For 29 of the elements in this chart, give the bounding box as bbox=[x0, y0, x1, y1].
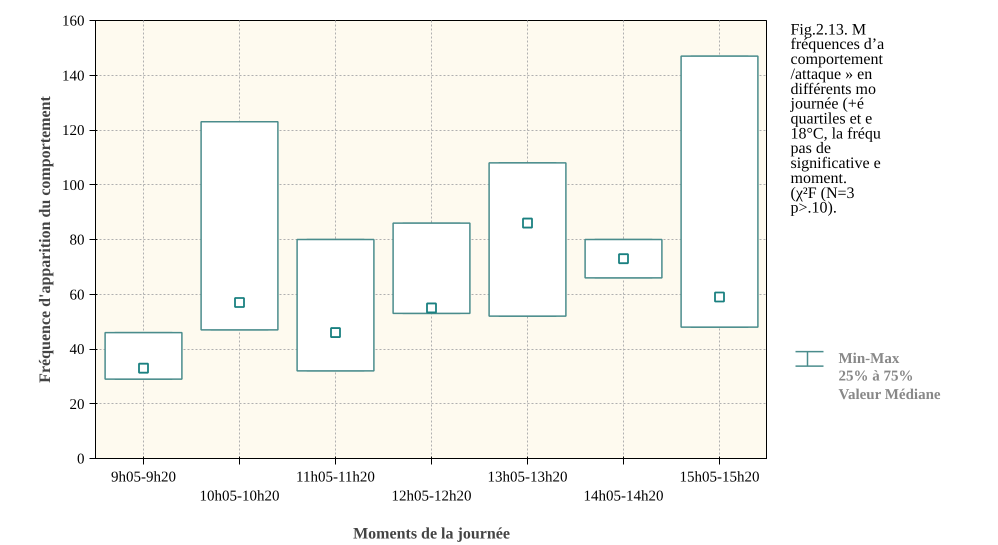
y-tick-label: 40 bbox=[70, 342, 84, 358]
x-tick-label: 10h05-10h20 bbox=[200, 488, 280, 505]
text: journée (+é bbox=[790, 96, 864, 113]
text: Min-Max bbox=[838, 350, 900, 367]
x-tick-label: 15h05-15h20 bbox=[680, 470, 760, 486]
x-tick-label: 12h05-12h20 bbox=[392, 488, 472, 505]
text: 25% à 75% bbox=[838, 368, 914, 385]
x-tick-label: 9h05-9h20 bbox=[111, 470, 176, 486]
y-tick-label: 160 bbox=[62, 14, 84, 30]
y-axis-title: Fréquence d'apparition du comportement bbox=[37, 96, 54, 383]
y-tick-label: 20 bbox=[70, 396, 84, 413]
text: fréquences d’a bbox=[790, 36, 884, 54]
y-tick-label: 100 bbox=[62, 178, 84, 194]
x-tick-label: 13h05-13h20 bbox=[488, 470, 568, 486]
x-tick-label: 11h05-11h20 bbox=[296, 470, 375, 486]
y-tick-label: 80 bbox=[70, 232, 84, 248]
text: pas de bbox=[790, 140, 831, 158]
y-tick-label: 140 bbox=[62, 68, 84, 84]
text: significative e bbox=[790, 155, 881, 172]
text: Valeur Médiane bbox=[838, 387, 941, 404]
y-tick-label: 120 bbox=[62, 123, 84, 139]
y-tick-label: 60 bbox=[70, 287, 84, 304]
text: comportement bbox=[790, 51, 884, 68]
caption: Fig.2.13. M bbox=[790, 21, 866, 38]
y-tick-label: 0 bbox=[77, 452, 84, 468]
text: (χ²F (N=3 bbox=[790, 184, 855, 202]
x-tick-label: 14h05-14h20 bbox=[584, 488, 664, 505]
x-axis-title: Moments de la journée bbox=[353, 526, 510, 543]
text: quartiles et e bbox=[790, 110, 872, 128]
